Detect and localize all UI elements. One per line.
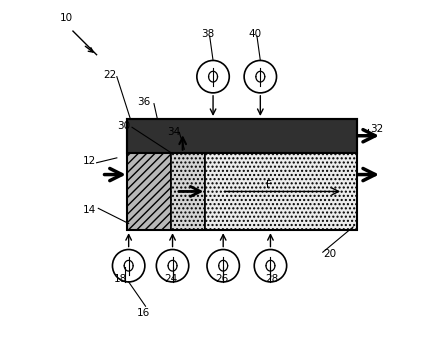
Bar — [205, 153, 357, 230]
Text: 16: 16 — [137, 308, 151, 318]
Text: 18: 18 — [113, 274, 127, 284]
Text: 10: 10 — [60, 13, 73, 23]
Text: F: F — [266, 180, 272, 190]
Text: 26: 26 — [215, 274, 228, 284]
Circle shape — [156, 250, 189, 282]
Circle shape — [113, 250, 145, 282]
Text: 24: 24 — [164, 274, 178, 284]
Text: 14: 14 — [83, 205, 97, 215]
Bar — [127, 119, 357, 153]
Bar — [171, 153, 205, 230]
Bar — [127, 119, 357, 153]
Text: 38: 38 — [202, 29, 214, 39]
Bar — [127, 119, 357, 153]
Text: 30: 30 — [117, 121, 130, 131]
Text: 12: 12 — [83, 156, 97, 166]
Text: 36: 36 — [137, 97, 151, 107]
Circle shape — [197, 60, 229, 93]
Bar — [127, 153, 171, 230]
Text: 32: 32 — [370, 124, 384, 134]
Circle shape — [244, 60, 276, 93]
Text: 34: 34 — [167, 127, 181, 137]
Text: 22: 22 — [104, 70, 117, 80]
Text: 20: 20 — [323, 249, 336, 259]
Bar — [127, 119, 357, 230]
Text: 28: 28 — [265, 274, 279, 284]
Text: 40: 40 — [249, 29, 262, 39]
Circle shape — [207, 250, 239, 282]
Circle shape — [254, 250, 287, 282]
